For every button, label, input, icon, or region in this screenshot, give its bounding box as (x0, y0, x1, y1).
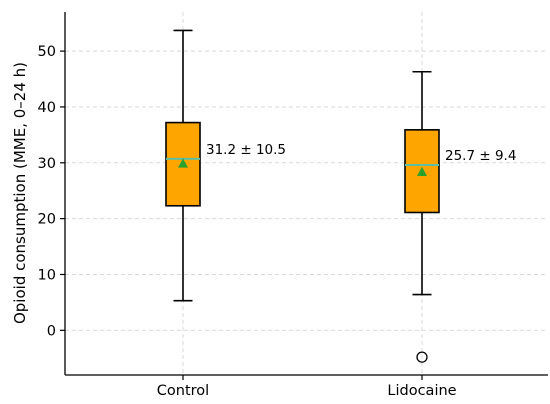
y-tick-label: 0 (47, 323, 56, 339)
box-group-lidocaine: 25.7 ± 9.4 (404, 70, 516, 363)
y-tick-label: 50 (38, 44, 56, 60)
mean-sd-annotation: 31.2 ± 10.5 (206, 142, 286, 158)
y-tick-label: 30 (38, 156, 56, 172)
y-tick-label: 20 (38, 212, 56, 228)
mean-sd-annotation: 25.7 ± 9.4 (445, 148, 516, 164)
grid-layer (65, 12, 548, 375)
iqr-box (404, 129, 440, 214)
y-tick-label: 10 (38, 267, 56, 283)
box-group-control: 31.2 ± 10.5 (165, 29, 286, 302)
y-tick-label: 40 (38, 100, 56, 116)
mean-marker (178, 158, 188, 168)
outlier-point (416, 351, 428, 363)
y-axis-title: Opioid consumption (MME, 0–24 h) (11, 62, 29, 324)
x-category-label: Lidocaine (387, 383, 456, 399)
x-category-label: Control (157, 383, 209, 399)
mean-marker (417, 166, 427, 176)
axis-layer: 0 10 20 30 40 50 Control Lidocaine (38, 12, 548, 399)
box-layer: 31.2 ± 10.5 25.7 ± 9.4 (165, 29, 516, 363)
